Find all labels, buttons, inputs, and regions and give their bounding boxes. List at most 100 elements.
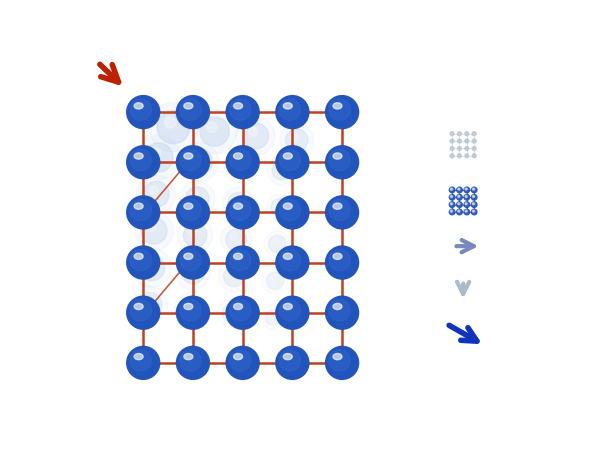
Circle shape (188, 228, 197, 236)
Circle shape (279, 199, 301, 220)
Circle shape (450, 146, 454, 151)
Circle shape (149, 103, 198, 152)
Circle shape (325, 96, 359, 129)
Circle shape (275, 196, 309, 229)
Ellipse shape (233, 153, 242, 159)
Circle shape (230, 249, 251, 271)
Circle shape (176, 96, 209, 129)
Circle shape (175, 254, 211, 289)
Circle shape (472, 132, 476, 136)
Ellipse shape (333, 354, 342, 360)
Ellipse shape (283, 303, 292, 309)
Ellipse shape (233, 203, 242, 209)
Circle shape (226, 296, 259, 329)
Circle shape (449, 209, 455, 215)
Circle shape (147, 223, 156, 232)
Circle shape (450, 154, 454, 158)
Circle shape (457, 187, 462, 193)
Circle shape (127, 346, 160, 379)
Circle shape (180, 300, 201, 321)
Circle shape (458, 188, 460, 190)
Circle shape (139, 255, 165, 281)
Ellipse shape (233, 103, 242, 109)
Circle shape (286, 129, 308, 151)
Circle shape (134, 212, 173, 250)
Circle shape (242, 123, 269, 149)
Circle shape (176, 146, 209, 178)
Ellipse shape (283, 103, 292, 109)
Circle shape (272, 238, 278, 244)
Circle shape (465, 188, 467, 190)
Circle shape (457, 194, 462, 200)
Circle shape (150, 148, 161, 158)
Circle shape (185, 187, 209, 210)
Circle shape (226, 96, 259, 129)
Circle shape (230, 300, 251, 321)
Circle shape (329, 350, 350, 371)
Ellipse shape (333, 153, 342, 159)
Circle shape (266, 194, 292, 220)
Circle shape (276, 346, 309, 379)
Circle shape (228, 192, 249, 213)
Circle shape (449, 194, 455, 200)
Circle shape (276, 96, 309, 129)
Circle shape (236, 116, 275, 155)
Circle shape (224, 266, 244, 287)
Circle shape (127, 145, 160, 179)
Circle shape (178, 218, 212, 253)
Circle shape (130, 249, 151, 271)
Circle shape (230, 350, 251, 371)
Circle shape (451, 210, 452, 212)
Circle shape (180, 199, 201, 220)
Circle shape (226, 196, 259, 229)
Ellipse shape (333, 203, 342, 209)
Circle shape (180, 298, 202, 320)
Circle shape (279, 249, 301, 271)
Circle shape (276, 196, 309, 229)
Circle shape (176, 196, 209, 229)
Circle shape (279, 350, 301, 371)
Ellipse shape (134, 253, 143, 260)
Circle shape (329, 249, 350, 271)
Circle shape (472, 203, 475, 205)
Circle shape (227, 307, 233, 314)
Ellipse shape (134, 153, 143, 159)
Circle shape (127, 96, 160, 129)
Circle shape (127, 96, 160, 129)
Circle shape (193, 110, 236, 154)
Circle shape (137, 292, 162, 316)
Circle shape (230, 99, 251, 120)
Circle shape (449, 202, 455, 207)
Circle shape (472, 202, 477, 207)
Circle shape (457, 209, 462, 215)
Circle shape (450, 139, 454, 143)
Circle shape (277, 164, 283, 171)
Circle shape (226, 229, 247, 250)
Circle shape (226, 246, 259, 279)
Circle shape (458, 154, 461, 158)
Ellipse shape (233, 303, 242, 309)
Circle shape (226, 346, 259, 379)
Circle shape (218, 261, 250, 292)
Circle shape (226, 346, 259, 380)
Ellipse shape (134, 354, 143, 360)
Circle shape (233, 196, 240, 204)
Circle shape (176, 246, 209, 279)
Ellipse shape (283, 354, 292, 360)
Circle shape (131, 286, 168, 322)
Circle shape (235, 159, 242, 167)
Circle shape (275, 96, 309, 129)
Circle shape (127, 246, 160, 279)
Circle shape (458, 195, 460, 198)
Ellipse shape (233, 253, 242, 260)
Circle shape (187, 149, 212, 175)
Circle shape (226, 146, 259, 178)
Circle shape (226, 145, 259, 179)
Circle shape (276, 296, 309, 329)
Ellipse shape (134, 303, 143, 309)
Circle shape (180, 249, 201, 271)
Circle shape (329, 149, 350, 171)
Circle shape (157, 111, 190, 144)
Ellipse shape (134, 203, 143, 209)
Circle shape (472, 209, 477, 215)
